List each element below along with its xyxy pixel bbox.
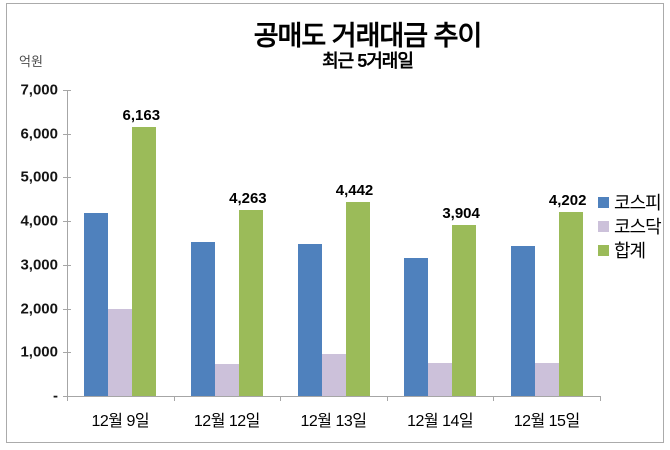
legend-swatch bbox=[598, 220, 609, 232]
bar-kosdaq bbox=[321, 353, 346, 396]
bar-kospi bbox=[510, 245, 535, 396]
bar-kospi bbox=[190, 242, 215, 396]
chart-subtitle: 최근 5거래일 bbox=[322, 51, 414, 71]
legend-item: 코스피 bbox=[598, 190, 662, 214]
bar-total bbox=[558, 212, 583, 396]
y-axis-label: 4,000 bbox=[20, 212, 58, 230]
bar-kosdaq bbox=[428, 363, 453, 396]
x-axis-label: 12월 14일 bbox=[407, 413, 474, 430]
data-label-total: 3,904 bbox=[442, 205, 480, 223]
y-axis-tick bbox=[63, 308, 71, 310]
y-axis-tick bbox=[63, 177, 71, 179]
y-axis-tick bbox=[63, 133, 71, 135]
x-axis-tick bbox=[173, 396, 175, 401]
chart-border-frame bbox=[6, 3, 664, 443]
y-axis-label: 1,000 bbox=[20, 343, 58, 361]
y-axis-tick bbox=[63, 352, 71, 354]
bar-kospi bbox=[84, 213, 109, 396]
y-axis-unit-label: 억원 bbox=[19, 54, 43, 69]
bar-kosdaq bbox=[108, 309, 133, 396]
x-axis-label: 12월 13일 bbox=[300, 413, 367, 430]
y-axis-label: 2,000 bbox=[20, 300, 58, 318]
bar-total bbox=[132, 126, 157, 396]
y-axis-tick bbox=[63, 90, 71, 91]
legend-item: 합계 bbox=[598, 238, 661, 262]
bar-kospi bbox=[297, 244, 322, 396]
x-axis-tick bbox=[67, 396, 68, 401]
y-axis-label: - bbox=[53, 387, 58, 405]
bar-kosdaq bbox=[214, 363, 239, 396]
y-axis-label: 6,000 bbox=[20, 125, 58, 143]
legend-label: 코스닥 bbox=[614, 217, 662, 237]
y-axis-tick bbox=[63, 264, 71, 266]
y-axis-tick bbox=[63, 221, 71, 223]
x-axis-label: 12월 12일 bbox=[193, 413, 260, 430]
x-axis-tick bbox=[280, 396, 282, 401]
bar-total bbox=[452, 225, 477, 396]
bar-total bbox=[345, 201, 370, 396]
bar-kospi bbox=[404, 258, 429, 396]
legend-swatch bbox=[598, 196, 609, 208]
legend-item: 코스닥 bbox=[598, 214, 662, 238]
bar-kosdaq bbox=[534, 362, 559, 396]
x-axis-tick bbox=[600, 396, 601, 401]
y-axis-label: 3,000 bbox=[20, 256, 58, 274]
y-axis bbox=[67, 90, 68, 396]
legend-label: 합계 bbox=[614, 241, 646, 261]
data-label-total: 4,202 bbox=[548, 192, 587, 210]
bar-total bbox=[238, 209, 263, 396]
data-label-total: 4,442 bbox=[335, 181, 374, 199]
x-axis-label: 12월 9일 bbox=[91, 413, 150, 430]
x-axis-tick bbox=[493, 396, 495, 401]
y-axis-label: 7,000 bbox=[20, 81, 58, 99]
x-axis-label: 12월 15일 bbox=[513, 413, 580, 430]
chart-title: 공매도 거래대금 추이 bbox=[253, 21, 483, 51]
data-label-total: 4,263 bbox=[229, 189, 267, 207]
legend-label: 코스피 bbox=[614, 193, 662, 213]
x-axis-tick bbox=[386, 396, 388, 401]
y-axis-label: 5,000 bbox=[20, 168, 58, 186]
legend-swatch bbox=[598, 244, 609, 256]
data-label-total: 6,163 bbox=[122, 106, 161, 124]
x-axis bbox=[67, 396, 601, 397]
